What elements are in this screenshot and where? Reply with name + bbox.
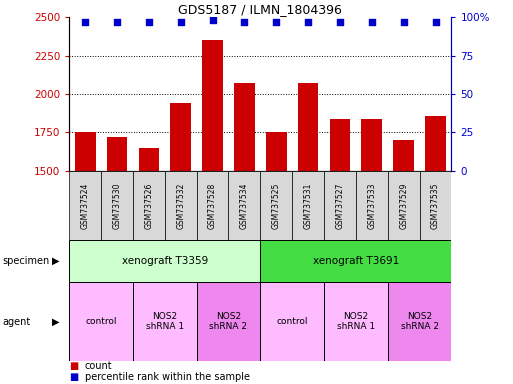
Text: xenograft T3359: xenograft T3359: [122, 256, 208, 266]
Bar: [165, 171, 196, 240]
Text: GSM737531: GSM737531: [304, 182, 312, 228]
Text: NOS2
shRNA 2: NOS2 shRNA 2: [401, 312, 439, 331]
Bar: [388, 171, 420, 240]
Point: [400, 19, 408, 25]
Text: control: control: [85, 317, 117, 326]
Text: NOS2
shRNA 1: NOS2 shRNA 1: [337, 312, 375, 331]
Text: GSM737535: GSM737535: [431, 182, 440, 229]
Bar: [324, 171, 356, 240]
Bar: [393, 140, 414, 384]
Bar: [425, 116, 446, 384]
Bar: [298, 83, 319, 384]
Bar: [420, 171, 451, 240]
Text: GSM737533: GSM737533: [367, 182, 377, 229]
Text: GSM737525: GSM737525: [272, 182, 281, 228]
Point: [304, 19, 312, 25]
Point: [336, 19, 344, 25]
Bar: [202, 40, 223, 384]
Text: count: count: [85, 361, 112, 371]
Bar: [261, 282, 324, 361]
Text: xenograft T3691: xenograft T3691: [313, 256, 399, 266]
Text: GSM737524: GSM737524: [81, 182, 90, 228]
Bar: [292, 171, 324, 240]
Text: agent: agent: [3, 316, 31, 327]
Bar: [69, 240, 261, 282]
Text: GSM737526: GSM737526: [144, 182, 153, 228]
Point: [176, 19, 185, 25]
Point: [113, 19, 121, 25]
Point: [145, 19, 153, 25]
Bar: [330, 119, 350, 384]
Text: GSM737528: GSM737528: [208, 182, 217, 228]
Text: ■: ■: [69, 372, 78, 382]
Text: GSM737529: GSM737529: [399, 182, 408, 228]
Title: GDS5187 / ILMN_1804396: GDS5187 / ILMN_1804396: [179, 3, 342, 16]
Text: ▶: ▶: [51, 256, 59, 266]
Point: [208, 17, 216, 23]
Bar: [101, 171, 133, 240]
Bar: [133, 171, 165, 240]
Bar: [324, 282, 388, 361]
Text: NOS2
shRNA 1: NOS2 shRNA 1: [146, 312, 184, 331]
Bar: [356, 171, 388, 240]
Bar: [362, 119, 382, 384]
Point: [81, 19, 89, 25]
Point: [368, 19, 376, 25]
Bar: [228, 171, 261, 240]
Bar: [196, 282, 261, 361]
Bar: [133, 282, 196, 361]
Text: ▶: ▶: [51, 316, 59, 327]
Bar: [261, 171, 292, 240]
Bar: [170, 103, 191, 384]
Bar: [266, 132, 287, 384]
Text: ■: ■: [69, 361, 78, 371]
Text: GSM737532: GSM737532: [176, 182, 185, 228]
Bar: [107, 137, 127, 384]
Bar: [69, 171, 101, 240]
Bar: [388, 282, 451, 361]
Bar: [69, 282, 133, 361]
Bar: [196, 171, 228, 240]
Text: GSM737527: GSM737527: [336, 182, 344, 228]
Bar: [75, 132, 95, 384]
Text: GSM737530: GSM737530: [112, 182, 122, 229]
Bar: [234, 83, 255, 384]
Text: GSM737534: GSM737534: [240, 182, 249, 229]
Bar: [261, 240, 451, 282]
Point: [272, 19, 281, 25]
Point: [431, 19, 440, 25]
Point: [240, 19, 248, 25]
Text: percentile rank within the sample: percentile rank within the sample: [85, 372, 250, 382]
Bar: [139, 148, 159, 384]
Text: control: control: [277, 317, 308, 326]
Text: NOS2
shRNA 2: NOS2 shRNA 2: [209, 312, 247, 331]
Text: specimen: specimen: [3, 256, 50, 266]
